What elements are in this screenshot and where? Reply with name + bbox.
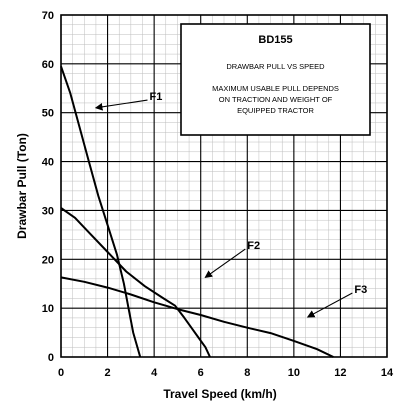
info-box-note-line: ON TRACTION AND WEIGHT OF: [219, 95, 333, 104]
curve-f3-line: [60, 276, 334, 358]
info-box-title: BD155: [258, 34, 292, 46]
y-axis-ticks: 0 10 20 30 40 50 60 70: [42, 10, 54, 364]
x-tick-label: 2: [105, 367, 111, 379]
curve-f1-label: F1: [149, 91, 162, 103]
y-tick-label: 20: [42, 254, 54, 266]
info-box-subtitle: DRAWBAR PULL VS SPEED: [226, 62, 325, 71]
y-tick-label: 60: [42, 59, 54, 71]
info-box: BD155 DRAWBAR PULL VS SPEED MAXIMUM USAB…: [180, 23, 371, 136]
x-tick-label: 10: [288, 367, 300, 379]
curve-f3-pointer: [306, 292, 353, 318]
plot-frame: [60, 14, 388, 358]
info-box-note-line: EQUIPPED TRACTOR: [237, 106, 314, 115]
info-box-frame: [180, 23, 371, 136]
curve-f2-pointer: [204, 248, 246, 278]
curve-f3-label: F3: [354, 284, 367, 296]
y-tick-label: 50: [42, 108, 54, 120]
info-box-note-line: MAXIMUM USABLE PULL DEPENDS: [212, 84, 339, 93]
curve-f2-label: F2: [247, 240, 260, 252]
y-tick-label: 40: [42, 157, 54, 169]
curve-f1-pointer: [94, 99, 148, 111]
x-tick-label: 8: [244, 367, 250, 379]
x-axis-label: Travel Speed (km/h): [163, 387, 276, 401]
y-tick-label: 10: [42, 303, 54, 315]
x-axis-ticks: 0 2 4 6 8 10 12 14: [58, 367, 394, 379]
y-tick-label: 30: [42, 205, 54, 217]
x-tick-label: 6: [198, 367, 204, 379]
x-tick-label: 4: [151, 367, 158, 379]
x-tick-label: 12: [334, 367, 346, 379]
y-tick-label: 70: [42, 10, 54, 22]
x-tick-label: 14: [381, 367, 394, 379]
y-axis-label: Drawbar Pull (Ton): [15, 133, 29, 239]
y-tick-label: 0: [48, 352, 54, 364]
curve-f2-line: [60, 207, 211, 358]
curves: F1 F2 F3: [60, 65, 367, 358]
curve-f1-line: [60, 65, 142, 358]
x-tick-label: 0: [58, 367, 64, 379]
